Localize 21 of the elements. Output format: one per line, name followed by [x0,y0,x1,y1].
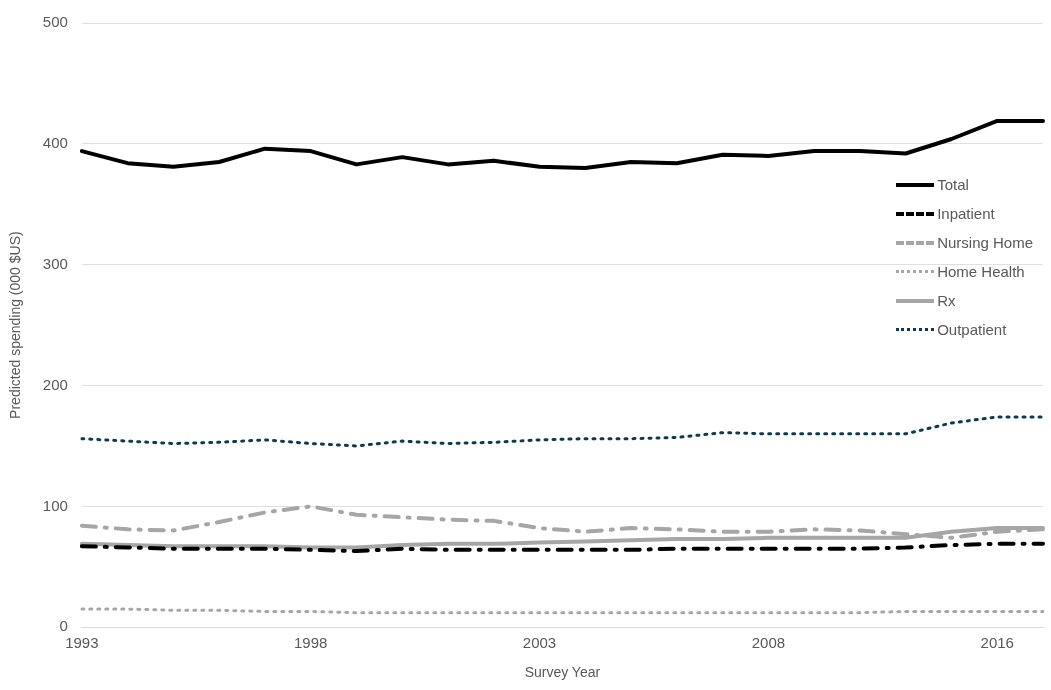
y-axis-title: Predicted spending (000 $US) [7,231,24,419]
x-axis-title: Survey Year [524,664,601,681]
legend-label: Total [937,176,969,193]
line-series [79,541,1045,554]
legend-label: Outpatient [937,321,1007,338]
y-tick-label: 300 [42,254,68,272]
x-tick-label: 2003 [522,634,557,652]
legend-label: Nursing Home [937,234,1033,251]
x-tick-label: 1993 [65,634,99,652]
y-tick-label: 0 [59,617,68,635]
x-tick-label: 2008 [751,634,786,652]
line-series [80,415,1045,448]
y-tick-label: 200 [42,375,68,393]
legend-label: Home Health [937,263,1025,280]
y-tick-label: 400 [42,133,68,151]
x-tick-label: 1998 [293,634,328,652]
y-tick-label: 500 [42,13,68,31]
y-tick-label: 100 [42,496,68,514]
legend-label: Inpatient [937,205,995,222]
x-tick-label: 2016 [980,634,1014,652]
legend-label: Rx [937,292,956,309]
